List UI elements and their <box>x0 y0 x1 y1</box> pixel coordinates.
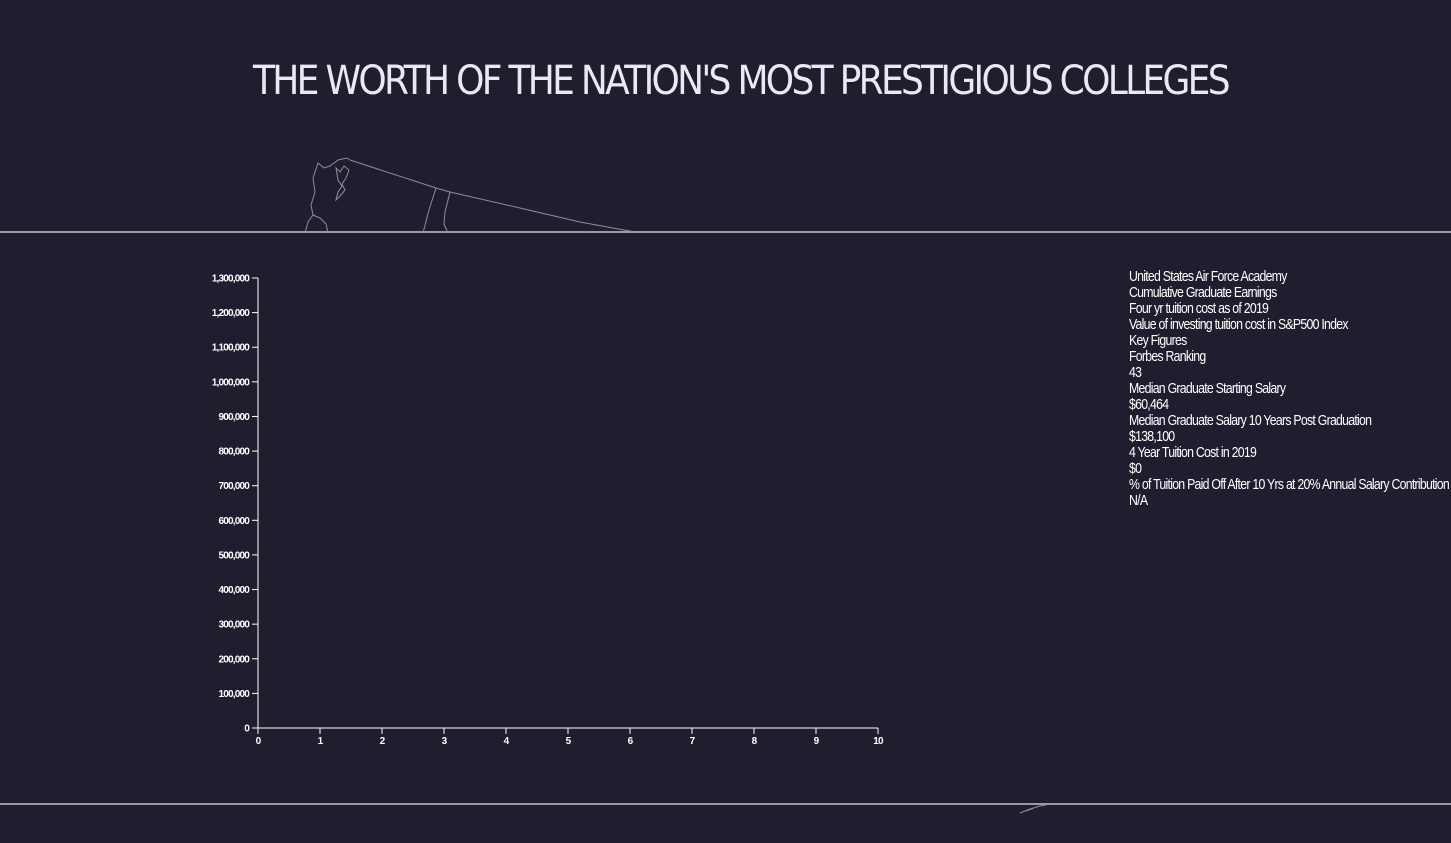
x-tick-label: 4 <box>504 736 510 747</box>
map-texas-tip <box>1019 804 1047 814</box>
tuition-cost-label: 4 Year Tuition Cost in 2019 <box>1129 444 1257 461</box>
map-wa-id-border <box>422 187 437 234</box>
x-tick-label: 0 <box>256 736 262 747</box>
legend-tuition: Four yr tuition cost as of 2019 <box>1129 300 1269 317</box>
chart-panel <box>0 233 1451 803</box>
x-tick-label: 5 <box>566 736 572 747</box>
map-northern-border <box>349 159 636 233</box>
map-olympic <box>312 214 329 234</box>
y-tick-label: 200,000 <box>218 654 250 665</box>
tuition-paid-off-label: % of Tuition Paid Off After 10 Yrs at 20… <box>1129 476 1450 493</box>
tuition-cost-value: $0 <box>1129 460 1142 477</box>
legend-investment: Value of investing tuition cost in S&P50… <box>1129 316 1349 333</box>
y-tick-label: 1,200,000 <box>212 308 251 319</box>
x-tick-label: 6 <box>628 736 634 747</box>
earnings-chart: 0 1 2 3 4 5 6 7 8 9 10 0 100,000 200,000 300,000 400,00… <box>212 274 885 748</box>
key-figures-heading: Key Figures <box>1129 332 1187 349</box>
y-tick-label: 800,000 <box>218 447 250 458</box>
x-tick-label: 9 <box>814 736 820 747</box>
info-panel: United States Air Force Academy Cumulati… <box>1129 268 1450 509</box>
tuition-paid-off-value: N/A <box>1129 492 1148 509</box>
page-title: THE WORTH OF THE NATION'S MOST PRESTIGIO… <box>253 58 1231 104</box>
x-tick-label: 7 <box>690 736 696 747</box>
y-tick-label: 700,000 <box>218 481 250 492</box>
forbes-ranking-value: 43 <box>1129 364 1142 381</box>
panel-bottom-divider <box>0 803 1451 805</box>
salary-10yr-label: Median Graduate Salary 10 Years Post Gra… <box>1129 412 1372 429</box>
x-tick-label: 3 <box>442 736 448 747</box>
y-tick-label: 400,000 <box>218 585 250 596</box>
map-puget-sound <box>335 165 350 202</box>
salary-10yr-value: $138,100 <box>1129 428 1175 445</box>
y-tick-label: 300,000 <box>218 620 250 631</box>
starting-salary-value: $60,464 <box>1129 396 1169 413</box>
legend-earnings: Cumulative Graduate Earnings <box>1129 284 1277 301</box>
y-tick-label: 1,300,000 <box>212 274 251 285</box>
y-tick-label: 500,000 <box>218 550 250 561</box>
map-id-border <box>443 191 451 234</box>
x-tick-label: 8 <box>752 736 758 747</box>
map-washington-coast <box>304 157 351 234</box>
college-name: United States Air Force Academy <box>1129 268 1287 285</box>
x-tick-label: 10 <box>873 736 884 747</box>
panel-top-divider <box>0 231 1451 233</box>
forbes-ranking-label: Forbes Ranking <box>1129 348 1206 365</box>
x-tick-label: 1 <box>318 736 324 747</box>
y-tick-label: 0 <box>244 724 250 735</box>
y-tick-label: 1,000,000 <box>212 377 251 388</box>
y-tick-label: 900,000 <box>218 412 250 423</box>
starting-salary-label: Median Graduate Starting Salary <box>1129 380 1286 397</box>
y-tick-label: 600,000 <box>218 516 250 527</box>
x-tick-label: 2 <box>380 736 386 747</box>
y-tick-label: 1,100,000 <box>212 343 251 354</box>
y-tick-label: 100,000 <box>218 689 250 700</box>
